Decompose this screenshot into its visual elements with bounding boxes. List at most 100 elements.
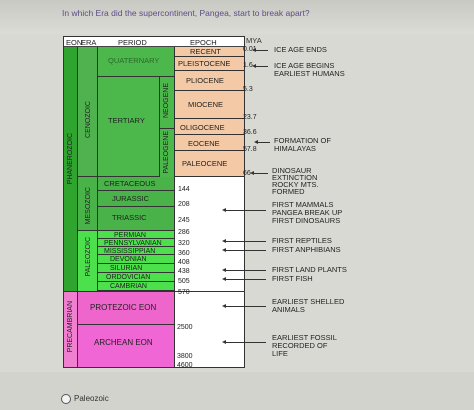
event-rocky-mts: ROCKY MTS. <box>272 180 319 189</box>
arrow-first-amphibians <box>222 248 266 252</box>
header-mya: MYA <box>246 36 262 45</box>
mya-505: 505 <box>178 278 190 285</box>
event-first-fish: FIRST FISH <box>272 274 313 283</box>
header-epoch: EPOCH <box>190 38 217 47</box>
epoch-paleocene-label: PALEOCENE <box>182 159 228 168</box>
event-earliest-shelled: EARLIEST SHELLED <box>272 297 345 306</box>
event-ice-age-ends: ICE AGE ENDS <box>274 45 327 54</box>
eon-archean-label: ARCHEAN EON <box>94 338 153 347</box>
period-cretaceous <box>98 177 174 191</box>
arrow-ice-age-begins <box>252 64 268 68</box>
event-first-land-plants: FIRST LAND PLANTS <box>272 265 347 274</box>
epoch-oligocene-label: OLIGOCENE <box>180 123 225 132</box>
period-cambrian <box>98 282 174 291</box>
arrow-earliest-shelled <box>222 304 266 308</box>
epoch-oligocene <box>174 119 244 135</box>
mya-1-6: 1.6 <box>243 62 253 69</box>
period-pennsylvanian-label: PENNSYLVANIAN <box>104 240 162 247</box>
event-formation-of: FORMATION OF <box>274 136 331 145</box>
header-period: PERIOD <box>118 38 147 47</box>
arrow-first-reptiles <box>222 239 266 243</box>
period-quaternary <box>98 47 174 77</box>
event-first-amphibians: FIRST ANPHIBIANS <box>272 245 341 254</box>
mya-245: 245 <box>178 217 190 224</box>
event-ice-age-begins: ICE AGE BEGINS <box>274 61 335 70</box>
mya-360: 360 <box>178 250 190 257</box>
arrow-first-fish <box>222 277 266 281</box>
eon-phanerozoic <box>64 47 78 291</box>
mya-208: 208 <box>178 201 190 208</box>
epoch-pliocene-label: PLIOCENE <box>186 76 224 85</box>
bottom-shade <box>0 372 474 410</box>
eon-precambrian-label: PRECAMBRIAN <box>67 301 74 353</box>
question-text: In which Era did the supercontinent, Pan… <box>62 8 310 18</box>
epoch-paleocene <box>174 151 244 177</box>
header-eon: EON <box>66 38 83 47</box>
era-mesozoic-label: MESOZOIC <box>85 187 92 225</box>
era-paleozoic <box>78 231 98 291</box>
mya-36-6: 36.6 <box>243 129 257 136</box>
epoch-eocene <box>174 135 244 151</box>
event-pangea-break-up: PANGEA BREAK UP <box>272 208 343 217</box>
period-tertiary <box>98 77 160 177</box>
mya-438: 438 <box>178 268 190 275</box>
eon-proterozoic-label: PROTEZOIC EON <box>90 303 157 312</box>
event-dinosaur: DINOSAUR <box>272 166 312 175</box>
mya-23-7: 23.7 <box>243 114 257 121</box>
event-earliest-humans: EARLIEST HUMANS <box>274 69 345 78</box>
answer-option-label[interactable]: Paleozoic <box>74 394 109 403</box>
subperiod-neogene <box>160 77 174 129</box>
arrow-earliest-fossil <box>222 340 266 344</box>
period-jurassic-label: JURASSIC <box>112 194 150 203</box>
period-permian <box>98 231 174 239</box>
subperiod-paleogene-label: PALEOGENE <box>163 131 170 174</box>
precambrian-right-blank <box>174 291 244 367</box>
epoch-miocene-label: MIOCENE <box>188 100 224 109</box>
mya-144: 144 <box>178 186 190 193</box>
geologic-time-chart: EON ERA PERIOD EPOCH PHANEROZOIC CENOZOI… <box>63 36 245 368</box>
era-paleozoic-label: PALEOZOIC <box>85 237 92 277</box>
event-formed: FORMED <box>272 187 305 196</box>
period-mississippian-label: MISSISSIPPIAN <box>104 248 156 255</box>
event-first-mammals: FIRST MAMMALS <box>272 200 334 209</box>
event-earliest-fossil: EARLIEST FOSSIL <box>272 333 337 342</box>
mya-320: 320 <box>178 240 190 247</box>
period-jurassic <box>98 191 174 207</box>
arrow-first-mammals <box>222 208 266 212</box>
eon-proterozoic <box>78 291 174 325</box>
period-mississippian <box>98 247 174 255</box>
mya-2500: 2500 <box>177 324 193 331</box>
event-first-dinosaurs: FIRST DINOSAURS <box>272 216 341 225</box>
era-mesozoic <box>78 177 98 231</box>
period-silurian-label: SILURIAN <box>110 265 143 272</box>
top-shade <box>0 0 474 34</box>
period-ordovician <box>98 273 174 282</box>
epoch-pleistocene-label: PLEISTOCENE <box>178 59 231 68</box>
period-permian-label: PERMIAN <box>114 232 146 239</box>
period-ordovician-label: ORDOVICIAN <box>106 274 151 281</box>
epoch-blank-lower <box>174 177 244 291</box>
period-tertiary-label: TERTIARY <box>108 116 145 125</box>
epoch-recent <box>174 47 244 57</box>
mya-66: 66 <box>243 170 251 177</box>
mya-57-8: 57.8 <box>243 146 257 153</box>
event-first-reptiles: FIRST REPTILES <box>272 236 332 245</box>
event-recorded-of: RECORDED OF <box>272 341 328 350</box>
answer-radio-button[interactable] <box>61 394 71 404</box>
mya-0-01: 0.01 <box>243 46 257 53</box>
period-triassic-label: TRIASSIC <box>112 213 147 222</box>
epoch-recent-label: RECENT <box>190 47 221 56</box>
eon-archean <box>78 325 174 367</box>
arrow-ice-age-ends <box>252 48 268 52</box>
era-cenozoic-label: CENOZOIC <box>85 101 92 138</box>
event-life: LIFE <box>272 349 288 358</box>
period-pennsylvanian <box>98 239 174 247</box>
arrow-first-land-plants <box>222 268 266 272</box>
event-animals: ANIMALS <box>272 305 305 314</box>
mya-408: 408 <box>178 259 190 266</box>
arrow-himalayas <box>254 140 270 144</box>
epoch-pliocene <box>174 71 244 91</box>
epoch-miocene <box>174 91 244 119</box>
epoch-pleistocene <box>174 57 244 71</box>
